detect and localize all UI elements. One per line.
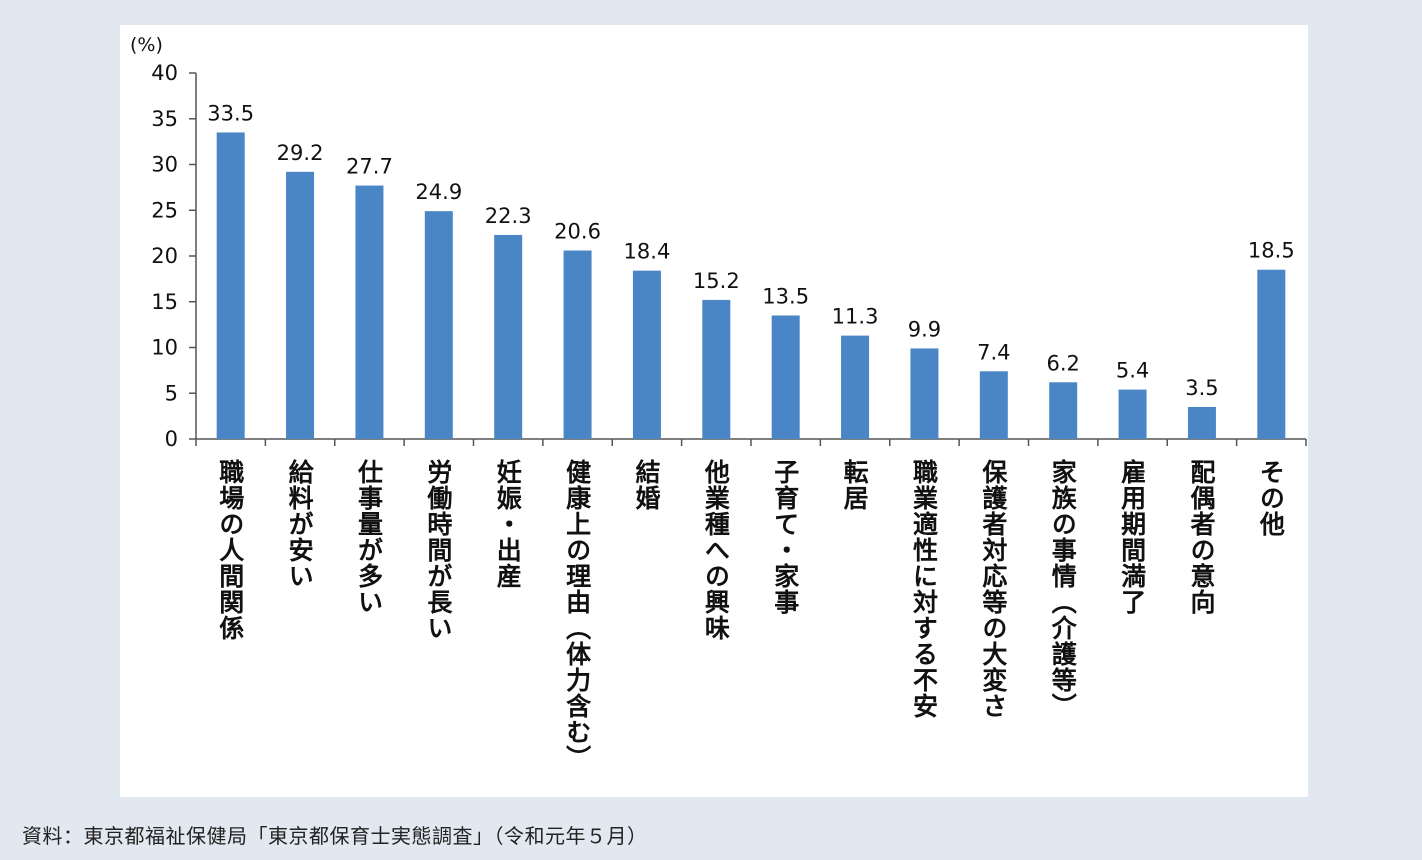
source-note: 資料：東京都福祉保健局「東京都保育士実態調査」（令和元年５月）	[22, 824, 648, 848]
y-tick-label: 25	[151, 198, 178, 222]
y-axis-ticks: 0 5 10 15 20 25 30 35 40	[151, 61, 196, 451]
bar	[216, 132, 245, 439]
data-label: 27.7	[346, 155, 393, 179]
data-label: 24.9	[415, 180, 462, 204]
bar	[632, 270, 661, 439]
bar	[355, 185, 384, 439]
category-label: 雇用期間満了	[1117, 459, 1147, 615]
y-tick-label: 35	[151, 107, 178, 131]
bar	[424, 211, 453, 439]
bar	[1049, 382, 1078, 439]
bar	[1257, 269, 1286, 439]
y-tick-label: 40	[151, 61, 178, 85]
bar	[563, 250, 592, 439]
category-label: 仕事量が多い	[354, 459, 384, 615]
bars: 33.5 29.2 27.7 24.9 22.3 20.6 18.4 15.2 13.5 11.3…	[207, 101, 1295, 439]
data-label: 7.4	[977, 340, 1010, 364]
bar	[910, 348, 939, 439]
data-label: 3.5	[1185, 376, 1218, 400]
category-label: 配偶者の意向	[1186, 459, 1216, 615]
data-label: 5.4	[1116, 359, 1149, 383]
data-label: 20.6	[554, 220, 601, 244]
bar	[286, 171, 315, 439]
bar	[841, 335, 870, 439]
category-label: 妊娠・出産	[493, 459, 523, 589]
data-label: 9.9	[908, 317, 941, 341]
bar	[1118, 389, 1147, 439]
category-label: 保護者対応等の大変さ	[978, 459, 1008, 719]
data-label: 6.2	[1046, 351, 1079, 375]
y-axis-unit-label: (%)	[130, 34, 163, 56]
category-label: 職場の人間関係	[215, 459, 245, 641]
category-label: 子育て・家事	[770, 459, 800, 615]
category-label: 他業種への興味	[701, 459, 731, 641]
category-label: 給料が安い	[285, 459, 315, 589]
category-label: 結婚	[631, 459, 661, 511]
bar	[494, 234, 523, 439]
category-label: 転居	[840, 459, 870, 511]
data-label: 33.5	[207, 101, 254, 125]
data-label: 18.4	[624, 240, 671, 264]
y-tick-label: 15	[151, 290, 178, 314]
bar	[771, 315, 800, 439]
category-label: 健康上の理由（体力含む）	[562, 459, 592, 771]
category-label: 職業適性に対する不安	[909, 459, 939, 719]
y-tick-label: 30	[151, 153, 178, 177]
category-label: その他	[1256, 459, 1286, 537]
data-label: 22.3	[485, 204, 532, 228]
data-label: 15.2	[693, 269, 740, 293]
bar	[702, 299, 731, 439]
data-label: 11.3	[832, 305, 879, 329]
chart-panel: (%) 0 5 10 15 20 25 30 35 40 33.5 29.2 27.7 24.9 22.…	[120, 25, 1308, 797]
bar	[1187, 406, 1216, 439]
category-label: 家族の事情（介護等）	[1048, 459, 1078, 719]
y-tick-label: 0	[165, 427, 178, 451]
y-tick-label: 20	[151, 244, 178, 268]
data-label: 13.5	[762, 284, 809, 308]
category-label: 労働時間が長い	[423, 459, 453, 641]
y-tick-label: 5	[165, 381, 178, 405]
bar-chart: (%) 0 5 10 15 20 25 30 35 40 33.5 29.2 27.7 24.9 22.…	[130, 34, 1307, 451]
x-axis-ticks	[195, 439, 1307, 446]
data-label: 18.5	[1248, 239, 1295, 263]
y-tick-label: 10	[151, 336, 178, 360]
bar	[979, 371, 1008, 439]
data-label: 29.2	[277, 141, 324, 165]
